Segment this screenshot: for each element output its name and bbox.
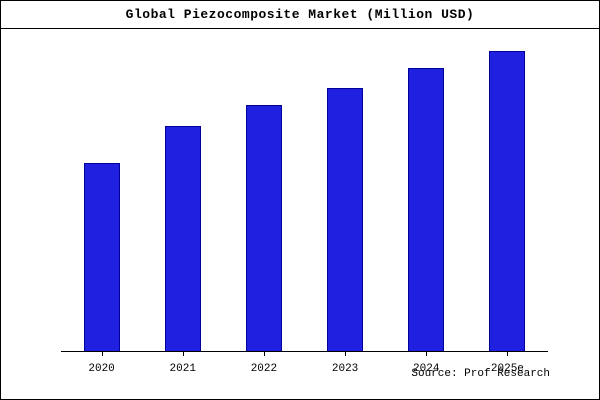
bar-2021 (164, 126, 201, 351)
x-axis-tick (263, 352, 265, 356)
x-axis-tick (182, 352, 184, 356)
x-tick-label: 2023 (331, 363, 359, 375)
x-tick-label: 2024 (413, 363, 440, 375)
chart-title: Global Piezocomposite Market (Million US… (125, 7, 475, 22)
title-divider (1, 28, 599, 29)
source-note: Source: Prof Research (411, 368, 550, 380)
bar-2025e (489, 51, 526, 351)
bar-2020 (83, 163, 120, 351)
x-tick-label: 2022 (250, 363, 278, 375)
x-axis-tick (101, 352, 103, 356)
x-axis-tick (426, 352, 428, 356)
bar-2024 (408, 68, 445, 351)
x-tick-label: 2020 (88, 363, 115, 375)
x-axis-tick (507, 352, 509, 356)
bar-2022 (245, 105, 282, 351)
plot-area: 2020 2021 2022 2023 2024 2025e (61, 41, 548, 375)
x-tick-label: 2025e (490, 363, 524, 375)
x-tick-label: 2021 (169, 363, 196, 375)
bar-2023 (327, 88, 364, 351)
x-axis-tick (345, 352, 347, 356)
